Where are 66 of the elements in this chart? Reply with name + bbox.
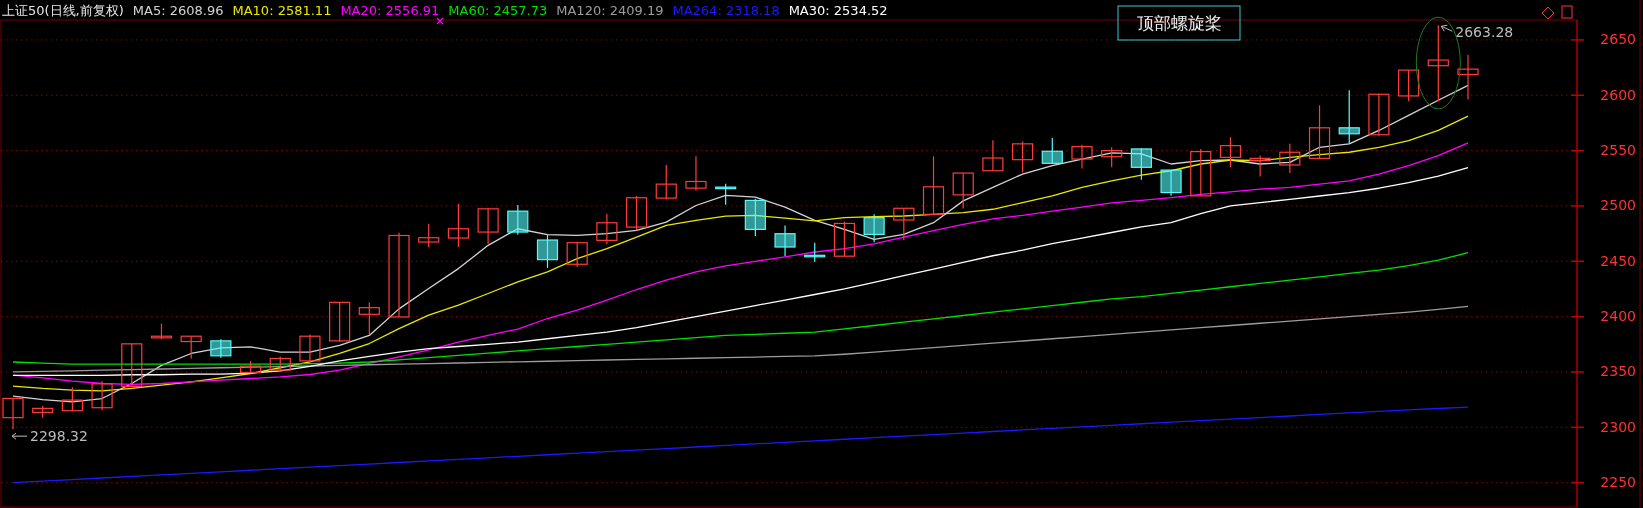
candlestick <box>566 242 588 268</box>
candlestick <box>596 213 618 245</box>
text: MA10: 2581.11 <box>232 3 332 18</box>
candlestick <box>1457 54 1479 101</box>
text: MA5: 2608.96 <box>132 3 224 18</box>
candlestick <box>2 397 24 430</box>
candlestick <box>1071 144 1093 170</box>
candlestick <box>507 204 529 236</box>
y-tick-label: 2250 <box>1600 474 1636 491</box>
candlestick <box>477 208 499 245</box>
line-series <box>12 305 1469 373</box>
annotation: 2663.28 <box>1455 24 1514 41</box>
candlestick <box>180 335 202 360</box>
line-series <box>12 406 1469 484</box>
chart-title: 上证50(日线,前复权) <box>2 3 124 18</box>
candlestick <box>210 338 232 359</box>
candlestick <box>299 333 321 363</box>
candlestick <box>1338 89 1360 145</box>
candlestick <box>625 195 648 232</box>
candlestick <box>1101 146 1123 168</box>
y-tick-label: 2500 <box>1600 197 1636 214</box>
candlestick <box>121 343 143 388</box>
candlestick <box>655 164 677 201</box>
candlestick <box>833 221 856 257</box>
candlestick <box>418 223 440 248</box>
candlestick <box>1308 104 1331 159</box>
y-tick-label: 2350 <box>1600 363 1636 380</box>
candlestick <box>893 207 915 241</box>
candlestick <box>1160 169 1182 197</box>
candlestick <box>1130 147 1152 181</box>
candlestick <box>536 234 559 269</box>
candlestick <box>1249 154 1271 177</box>
text: MA30: 2534.52 <box>788 3 888 18</box>
candlestick <box>61 386 83 412</box>
candlestick <box>952 172 974 210</box>
candlestick <box>715 183 737 206</box>
candlestick <box>1011 140 1034 174</box>
y-tick-label: 2300 <box>1600 418 1636 435</box>
candlestick <box>863 213 885 243</box>
y-tick-label: 2450 <box>1600 252 1636 269</box>
candlestick <box>744 198 766 237</box>
candlestick <box>982 139 1004 172</box>
candlestick <box>1398 69 1420 102</box>
y-tick-label: 2600 <box>1600 86 1636 103</box>
y-tick-label: 2650 <box>1600 31 1636 48</box>
candlestick <box>1368 93 1390 137</box>
candlestick <box>922 155 945 215</box>
candlestick <box>91 380 113 411</box>
candlestick <box>329 301 351 343</box>
candlestick <box>1219 136 1242 168</box>
annotation: 顶部螺旋桨 <box>1136 13 1222 33</box>
candlestick <box>447 203 470 248</box>
text: MA120: 2409.19 <box>556 3 664 18</box>
text: MA20: 2556.91 <box>340 3 440 18</box>
candlestick <box>1190 148 1212 197</box>
candlestick <box>685 155 707 192</box>
candlestick <box>774 224 796 257</box>
text: MA60: 2457.73 <box>448 3 548 18</box>
candlestick <box>1041 137 1063 164</box>
candlestick <box>358 301 380 336</box>
y-tick-label: 2550 <box>1600 142 1636 159</box>
annotation: 2298.32 <box>30 428 88 445</box>
text: MA264: 2318.18 <box>672 3 780 18</box>
candlestick <box>388 232 410 318</box>
y-tick-label: 2400 <box>1600 308 1636 325</box>
candlestick <box>1279 143 1301 174</box>
